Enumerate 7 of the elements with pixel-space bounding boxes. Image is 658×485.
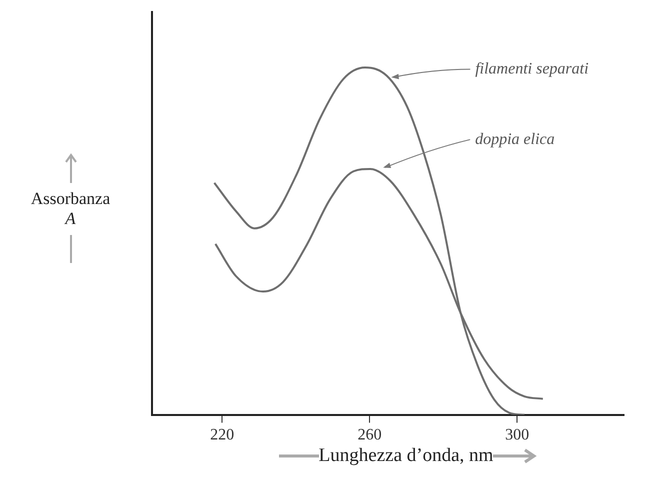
x-tick-label: 300 (505, 426, 530, 444)
annotation: filamenti separati (475, 60, 589, 78)
y-axis-title: Assorbanza A (30, 189, 112, 229)
x-tick-label: 220 (210, 426, 234, 444)
annotation: doppia elica (475, 130, 555, 148)
x-axis-title: Lunghezza d’onda, nm (318, 445, 494, 467)
x-tick-label: 260 (358, 426, 382, 444)
